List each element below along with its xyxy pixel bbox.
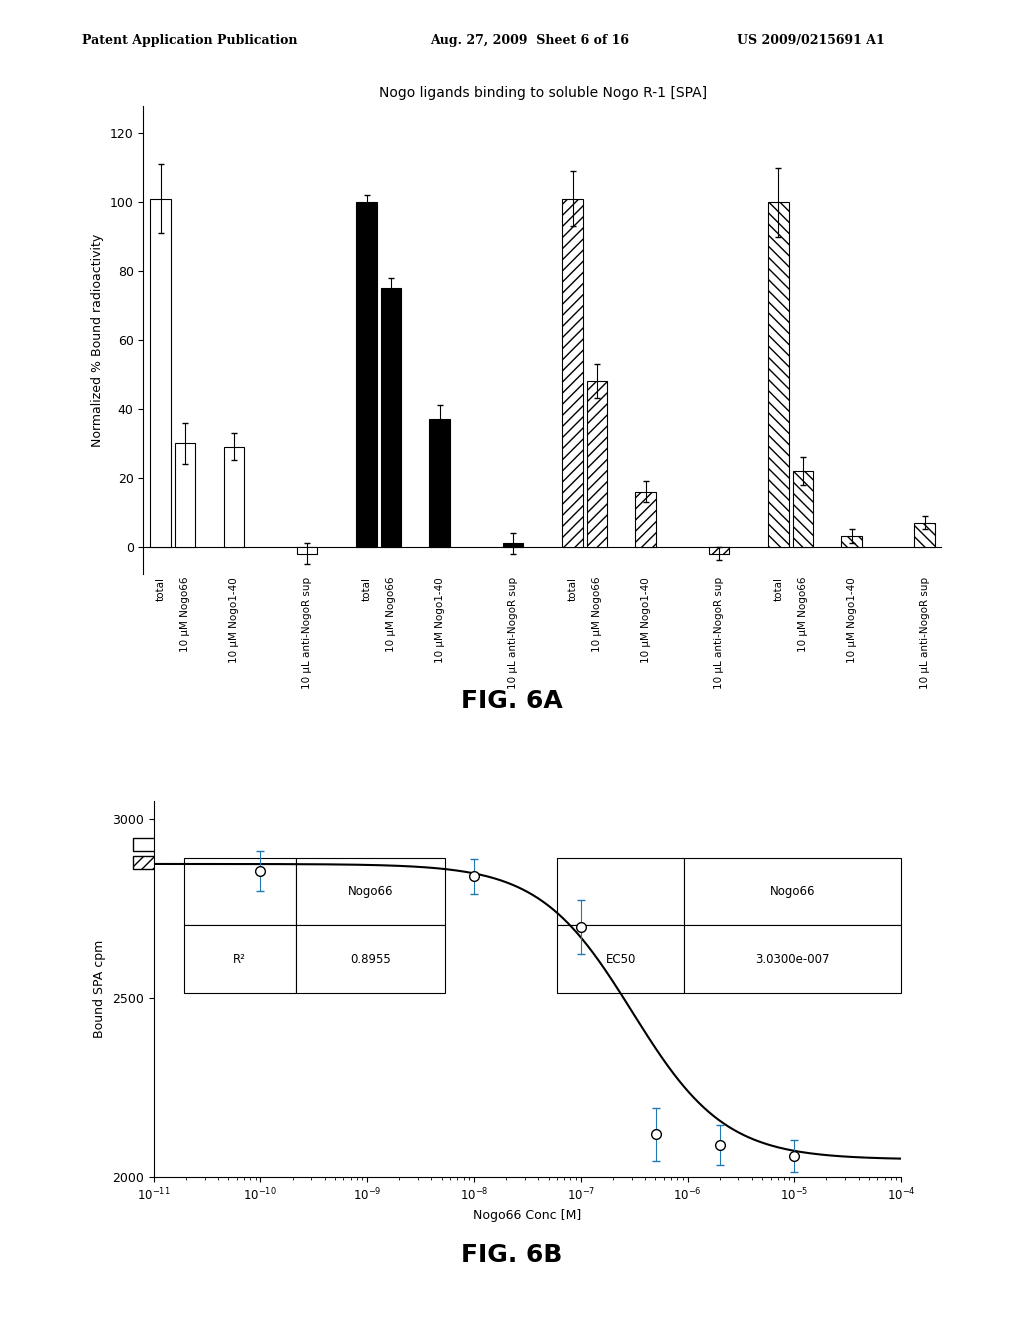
Bar — [562, 198, 583, 546]
Bar — [684, 925, 901, 993]
Bar — [183, 858, 296, 925]
Bar — [842, 536, 862, 546]
Bar — [768, 202, 788, 546]
Bar — [183, 925, 296, 993]
Bar — [557, 858, 684, 925]
Bar — [151, 198, 171, 546]
Bar — [223, 446, 244, 546]
Text: Aug. 27, 2009  Sheet 6 of 16: Aug. 27, 2009 Sheet 6 of 16 — [430, 34, 629, 48]
Bar — [296, 858, 445, 925]
Bar — [684, 858, 901, 925]
Bar — [557, 925, 684, 993]
Text: Nogo66: Nogo66 — [770, 884, 815, 898]
Bar — [709, 546, 729, 553]
Text: 0.8955: 0.8955 — [350, 953, 391, 966]
Bar — [356, 202, 377, 546]
Bar — [793, 471, 813, 546]
Bar — [175, 444, 196, 546]
Text: FIG. 6A: FIG. 6A — [461, 689, 563, 713]
Text: R²: R² — [233, 953, 246, 966]
Bar — [635, 491, 656, 546]
Bar — [296, 925, 445, 993]
Title: Nogo ligands binding to soluble Nogo R-1 [SPA]: Nogo ligands binding to soluble Nogo R-1… — [379, 86, 707, 100]
Y-axis label: Bound SPA cpm: Bound SPA cpm — [93, 940, 106, 1039]
Bar — [297, 546, 317, 553]
Bar — [429, 420, 451, 546]
Text: Nogo66: Nogo66 — [347, 884, 393, 898]
Bar — [914, 523, 935, 546]
Text: EC50: EC50 — [605, 953, 636, 966]
Bar — [587, 381, 607, 546]
Text: Patent Application Publication: Patent Application Publication — [82, 34, 297, 48]
Y-axis label: Normalized % Bound radioactivity: Normalized % Bound radioactivity — [91, 234, 104, 446]
Legend: 125I-Nogo66, 125I-Nogo1-40-B, 125I-Nogo1-40-A, 125I-Nogo1-40-C: 125I-Nogo66, 125I-Nogo1-40-B, 125I-Nogo1… — [133, 838, 421, 870]
Bar — [381, 288, 401, 546]
Text: 3.0300e-007: 3.0300e-007 — [756, 953, 830, 966]
Text: FIG. 6B: FIG. 6B — [462, 1243, 562, 1267]
Bar — [503, 544, 523, 546]
Text: US 2009/0215691 A1: US 2009/0215691 A1 — [737, 34, 885, 48]
X-axis label: Nogo66 Conc [M]: Nogo66 Conc [M] — [473, 1209, 582, 1222]
